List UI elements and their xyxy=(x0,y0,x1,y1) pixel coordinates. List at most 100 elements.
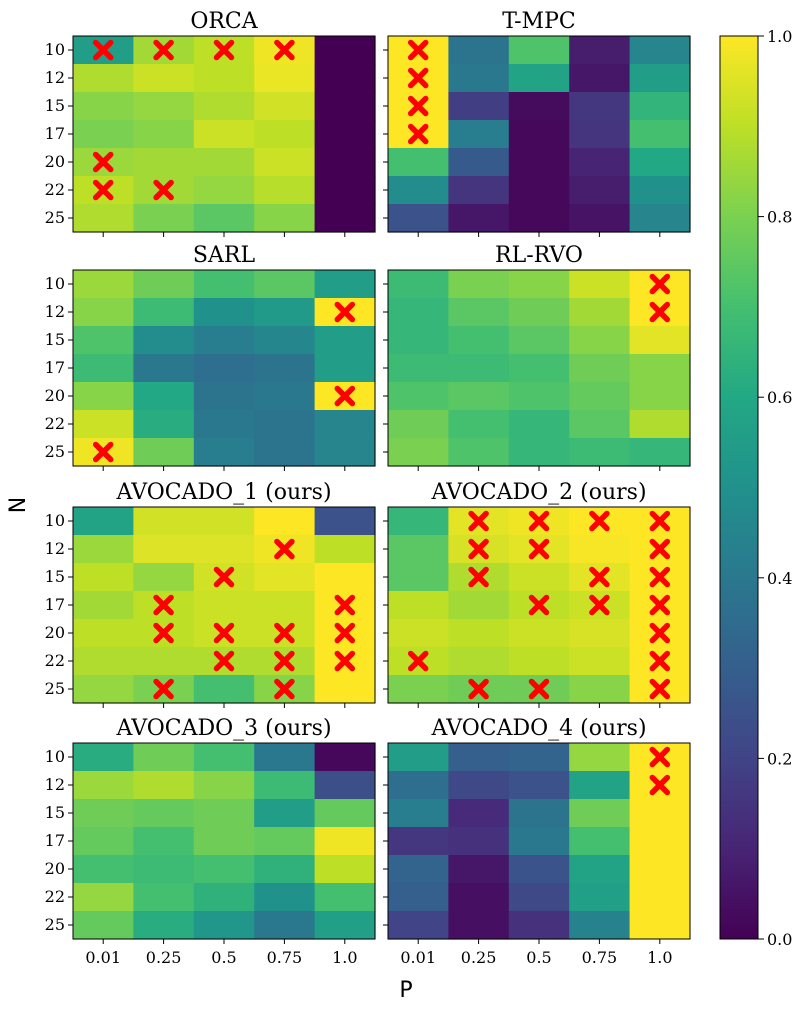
heatmap-cell xyxy=(569,647,631,676)
panel-title: SARL xyxy=(193,243,256,268)
y-tick-label: 12 xyxy=(45,775,65,794)
heatmap-cell xyxy=(73,591,134,620)
heatmap-cell xyxy=(448,64,510,93)
heatmap-cell xyxy=(193,148,255,177)
heatmap-cell xyxy=(254,120,316,149)
heatmap-cell xyxy=(569,382,631,411)
heatmap-cell xyxy=(448,270,510,299)
heatmap-cell xyxy=(73,326,134,355)
heatmap-cell xyxy=(569,438,631,467)
heatmap-cell xyxy=(133,354,195,383)
heatmap-cell xyxy=(133,438,195,467)
heatmap-cell xyxy=(193,911,255,940)
heatmap-cell xyxy=(314,148,376,177)
failure-marker xyxy=(649,746,671,768)
heatmap-cell xyxy=(193,743,255,772)
heatmap-cell xyxy=(448,855,510,884)
heatmap-cell xyxy=(448,382,510,411)
heatmap-cell xyxy=(569,799,631,828)
panel-avocado-3-ours: AVOCADO_3 (ours) 10 12 15 17 20 22 25 0.01 0.25 0.… xyxy=(45,716,376,967)
heatmap-cell xyxy=(193,204,255,233)
x-tick-label: 0.75 xyxy=(582,948,618,967)
panel-avocado-1-ours: AVOCADO_1 (ours) 10 12 15 17 20 22 25 xyxy=(45,480,376,708)
heatmap-cell xyxy=(388,148,449,177)
heatmap-cell xyxy=(508,619,570,648)
failure-marker xyxy=(407,95,429,117)
heatmap-cell xyxy=(314,410,376,439)
panel-title: AVOCADO_1 (ours) xyxy=(115,480,331,505)
heatmap-cell xyxy=(388,354,449,383)
heatmap-cell xyxy=(448,148,510,177)
heatmap-cell xyxy=(193,591,255,620)
heatmap-cell xyxy=(569,176,631,205)
heatmap-cell xyxy=(569,354,631,383)
heatmap-cell xyxy=(73,675,134,704)
failure-marker xyxy=(649,510,671,532)
heatmap-cell xyxy=(448,911,510,940)
failure-marker xyxy=(528,678,550,700)
heatmap-cell xyxy=(254,507,316,536)
heatmap-cell xyxy=(448,204,510,233)
heatmap-cell xyxy=(254,298,316,327)
heatmap-cell xyxy=(388,382,449,411)
heatmap-cell xyxy=(569,92,631,121)
heatmap-cell xyxy=(569,771,631,800)
heatmap-cell xyxy=(133,148,195,177)
heatmap-cell xyxy=(254,410,316,439)
y-tick-label: 22 xyxy=(45,887,65,906)
heatmap-cell xyxy=(508,563,570,592)
heatmap-cell xyxy=(388,326,449,355)
heatmap-cell xyxy=(254,438,316,467)
heatmap-cell xyxy=(133,535,195,564)
heatmap-cell xyxy=(629,354,691,383)
heatmap-cell xyxy=(193,270,255,299)
heatmap-cell xyxy=(388,591,449,620)
y-tick-label: 15 xyxy=(45,803,65,822)
heatmap-cell xyxy=(133,507,195,536)
heatmap-cell xyxy=(388,675,449,704)
heatmap-cell xyxy=(508,855,570,884)
heatmap-cell xyxy=(314,507,376,536)
failure-marker xyxy=(649,301,671,323)
heatmap-cell xyxy=(254,92,316,121)
failure-marker xyxy=(528,538,550,560)
colorbar-tick-label: 0.0 xyxy=(767,930,792,949)
failure-marker xyxy=(334,650,356,672)
heatmap-cell xyxy=(314,827,376,856)
heatmap-cell xyxy=(569,326,631,355)
heatmap-cell xyxy=(629,92,691,121)
y-tick-label: 25 xyxy=(45,208,65,227)
heatmap-cell xyxy=(508,354,570,383)
heatmap-cell xyxy=(254,176,316,205)
heatmap-cell xyxy=(508,883,570,912)
failure-marker xyxy=(649,538,671,560)
heatmap-cell xyxy=(508,36,570,65)
heatmap-cell xyxy=(314,92,376,121)
heatmap-cell xyxy=(569,855,631,884)
y-tick-label: 20 xyxy=(45,386,65,405)
heatmap-cell xyxy=(254,743,316,772)
y-tick-label: 22 xyxy=(45,414,65,433)
heatmap-cell xyxy=(448,298,510,327)
x-axis-label: P xyxy=(399,978,412,1003)
failure-marker xyxy=(649,678,671,700)
failure-marker xyxy=(649,273,671,295)
failure-marker xyxy=(589,594,610,616)
y-tick-label: 10 xyxy=(45,274,65,293)
heatmap-cell xyxy=(448,619,510,648)
heatmap-cell xyxy=(388,883,449,912)
heatmap-cell xyxy=(73,507,134,536)
heatmap-cell xyxy=(629,176,691,205)
heatmap-cell xyxy=(569,64,631,93)
failure-marker xyxy=(528,594,550,616)
heatmap-cell xyxy=(388,855,449,884)
y-tick-label: 22 xyxy=(45,180,65,199)
y-tick-label: 22 xyxy=(45,651,65,670)
heatmap-cell xyxy=(448,591,510,620)
heatmap-cell xyxy=(254,354,316,383)
panel-title: ORCA xyxy=(190,9,258,34)
heatmap-cell xyxy=(193,799,255,828)
heatmap-cell xyxy=(73,270,134,299)
heatmap-cell xyxy=(193,438,255,467)
heatmap-cell xyxy=(254,911,316,940)
